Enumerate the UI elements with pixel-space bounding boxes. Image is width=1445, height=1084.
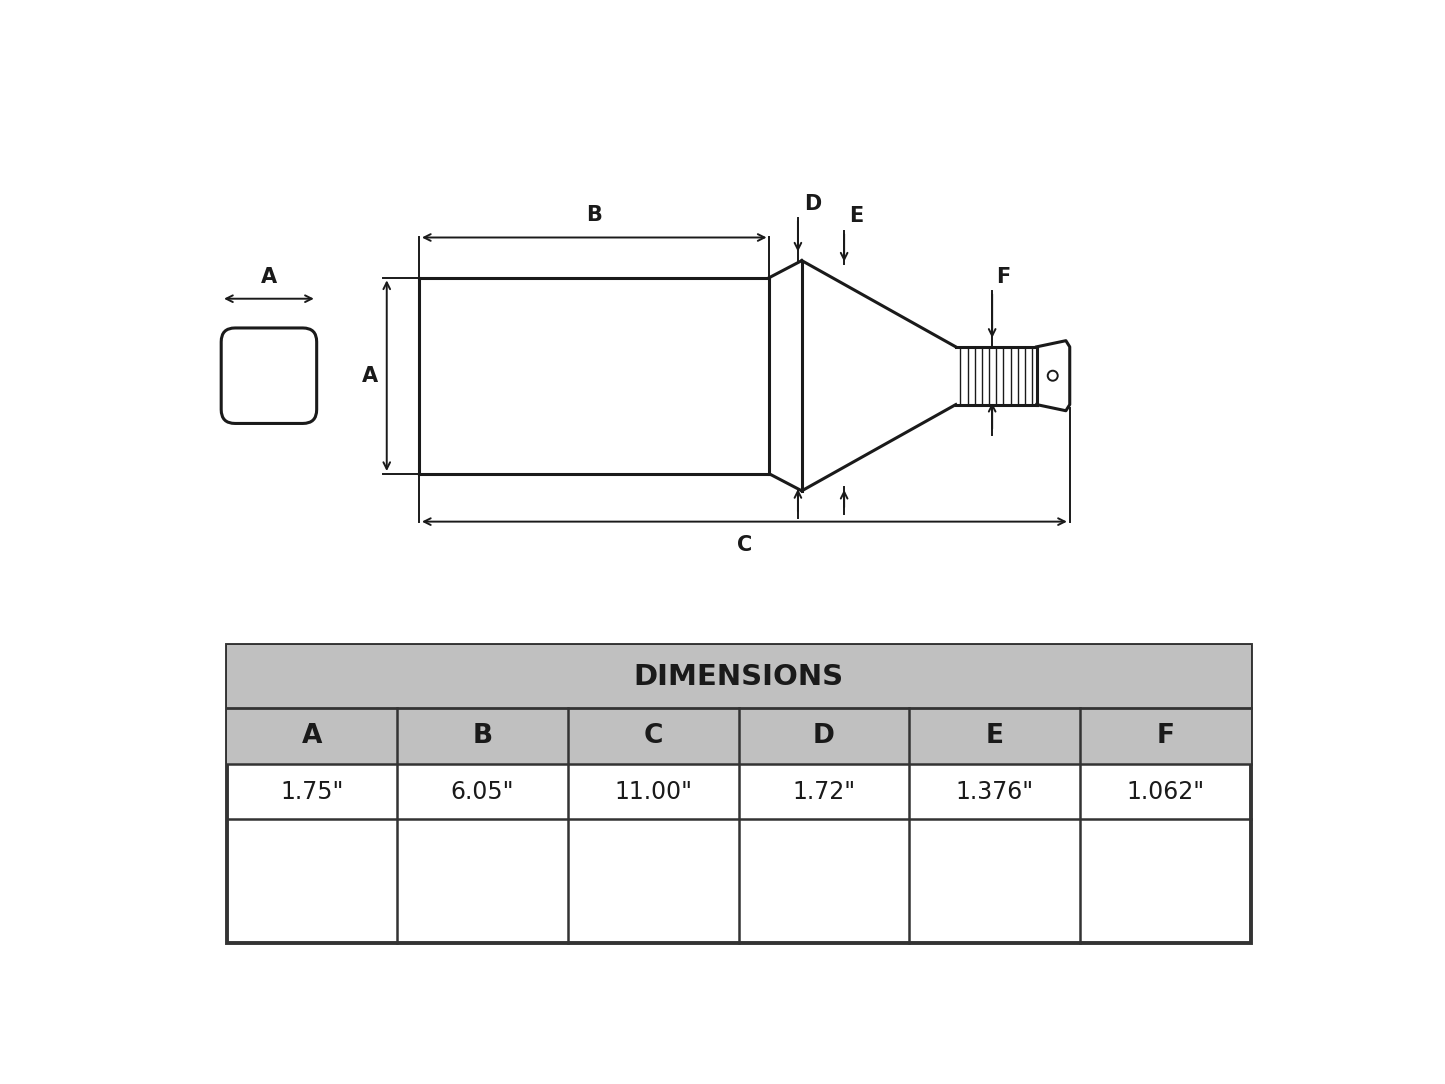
FancyBboxPatch shape [221,328,316,424]
Text: B: B [587,205,603,225]
Text: 1.72": 1.72" [792,779,855,803]
Text: D: D [803,194,821,215]
Text: A: A [302,723,322,749]
Text: 1.75": 1.75" [280,779,344,803]
Text: 1.062": 1.062" [1126,779,1205,803]
Text: B: B [473,723,493,749]
Text: D: D [814,723,835,749]
Bar [227,645,1251,943]
Text: 6.05": 6.05" [451,779,514,803]
Text: E: E [985,723,1004,749]
Text: F: F [1156,723,1175,749]
Text: C: C [737,535,751,555]
Text: DIMENSIONS: DIMENSIONS [633,662,844,691]
Text: F: F [996,267,1010,287]
Bar [227,708,1251,764]
Text: A: A [361,365,379,386]
Text: E: E [848,206,863,225]
Bar [227,645,1251,708]
Text: 11.00": 11.00" [614,779,692,803]
Text: C: C [643,723,663,749]
Text: A: A [262,267,277,287]
Text: 1.376": 1.376" [955,779,1033,803]
